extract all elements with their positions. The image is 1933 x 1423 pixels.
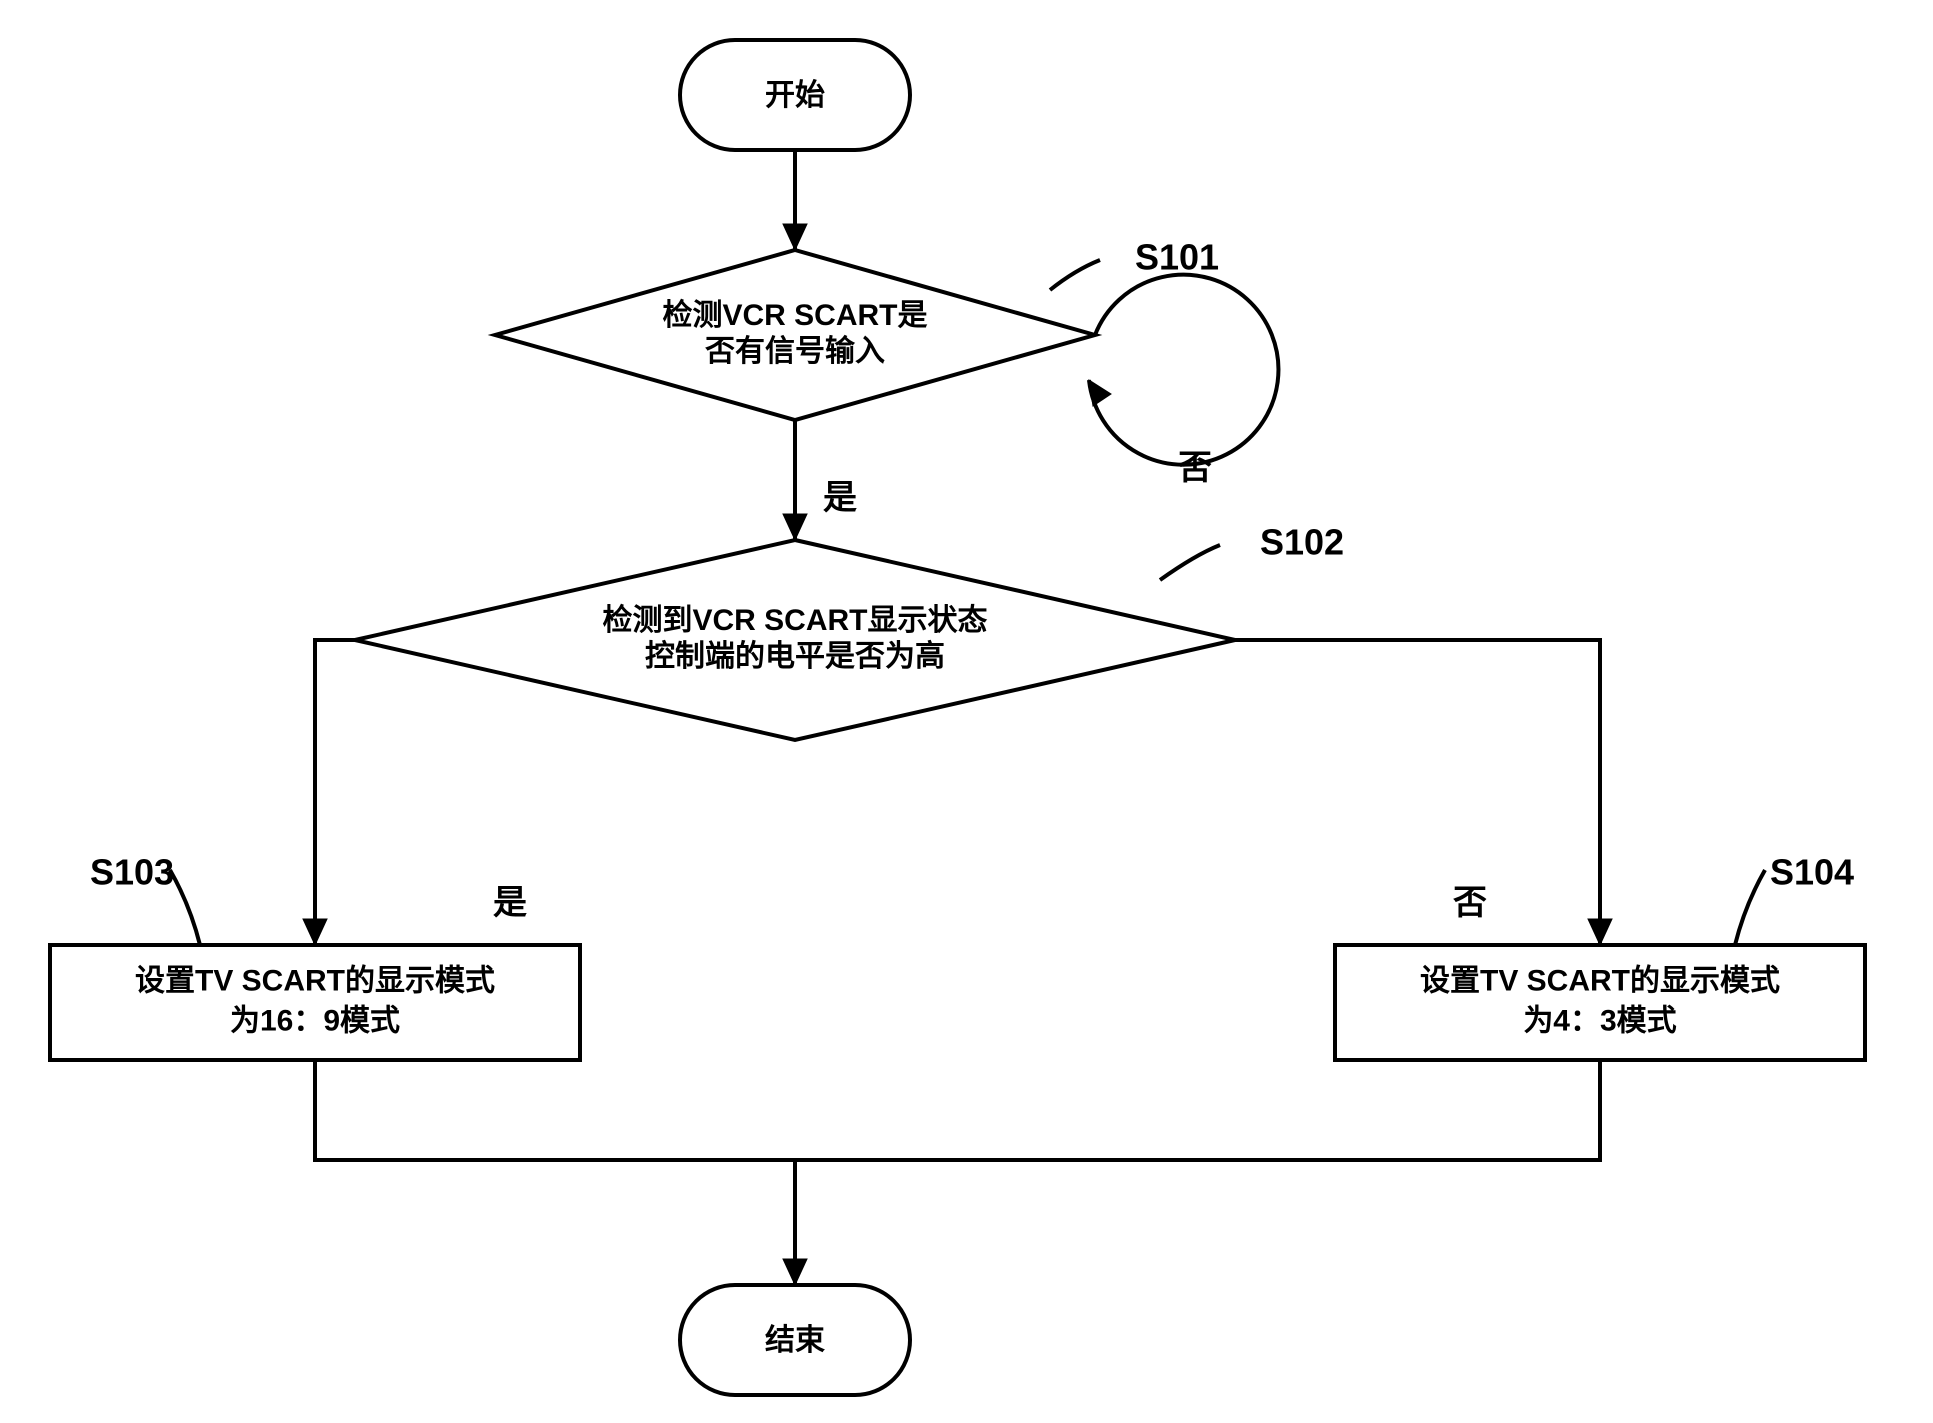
svg-text:S103: S103 bbox=[90, 852, 174, 893]
svg-text:结束: 结束 bbox=[765, 1324, 825, 1357]
svg-text:检测到VCR SCART显示状态: 检测到VCR SCART显示状态 bbox=[602, 603, 987, 637]
svg-text:S104: S104 bbox=[1770, 852, 1854, 893]
svg-text:是: 是 bbox=[823, 479, 857, 517]
svg-text:S102: S102 bbox=[1260, 522, 1344, 563]
svg-text:开始: 开始 bbox=[765, 79, 825, 112]
svg-text:为4：3模式: 为4：3模式 bbox=[1523, 1004, 1676, 1037]
svg-text:设置TV SCART的显示模式: 设置TV SCART的显示模式 bbox=[135, 964, 495, 997]
svg-text:否: 否 bbox=[1178, 449, 1212, 487]
svg-text:控制端的电平是否为高: 控制端的电平是否为高 bbox=[645, 640, 945, 673]
svg-text:否有信号输入: 否有信号输入 bbox=[705, 335, 885, 368]
svg-text:否: 否 bbox=[1453, 884, 1487, 922]
svg-text:设置TV SCART的显示模式: 设置TV SCART的显示模式 bbox=[1420, 964, 1780, 997]
svg-text:为16：9模式: 为16：9模式 bbox=[230, 1004, 400, 1037]
svg-text:检测VCR SCART是: 检测VCR SCART是 bbox=[662, 298, 927, 332]
svg-text:S101: S101 bbox=[1135, 237, 1219, 278]
svg-text:是: 是 bbox=[493, 884, 527, 922]
